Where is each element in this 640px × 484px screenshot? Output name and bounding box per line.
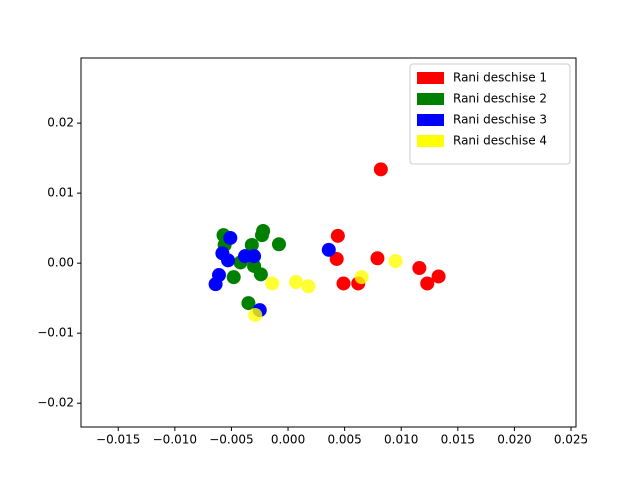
x-tick-label: −0.005 [209,433,253,447]
point [288,275,303,290]
legend-label: Rani deschise 4 [453,134,547,148]
y-tick-label: −0.02 [37,396,74,410]
x-tick-label: 0.015 [441,433,475,447]
legend-swatch [417,93,444,105]
x-tick-label: 0.005 [327,433,361,447]
x-tick-label: −0.010 [153,433,197,447]
y-tick-label: 0.01 [47,186,74,200]
legend-label: Rani deschise 2 [453,92,547,106]
x-tick-label: −0.015 [96,433,140,447]
point [336,276,351,291]
x-tick-label: 0.025 [554,433,588,447]
point [329,251,344,266]
x-tick-label: 0.020 [497,433,531,447]
y-tick-label: −0.01 [37,326,74,340]
point [412,261,427,276]
point [388,254,403,269]
point [420,276,435,291]
point [330,228,345,243]
legend-swatch [417,135,444,147]
point [254,228,269,243]
point [253,267,268,282]
legend-box [409,63,571,165]
point [223,230,238,245]
point [431,269,446,284]
x-tick-label: 0.000 [271,433,305,447]
point [373,162,388,177]
legend-swatch [417,72,444,84]
point [370,251,385,266]
point [226,270,241,285]
point [321,242,336,257]
point [271,237,286,252]
point [244,237,259,252]
point [221,253,236,268]
point [248,307,263,322]
point [301,279,316,294]
point [265,276,280,291]
y-tick-label: 0.02 [47,116,74,130]
point [241,296,256,311]
plot-frame [80,57,577,428]
x-tick-label: 0.010 [384,433,418,447]
point [208,277,223,292]
y-tick-label: 0.00 [47,256,74,270]
legend-swatch [417,114,444,126]
point [247,249,262,264]
point [354,270,369,285]
legend-label: Rani deschise 3 [453,113,547,127]
legend-label: Rani deschise 1 [453,71,547,85]
